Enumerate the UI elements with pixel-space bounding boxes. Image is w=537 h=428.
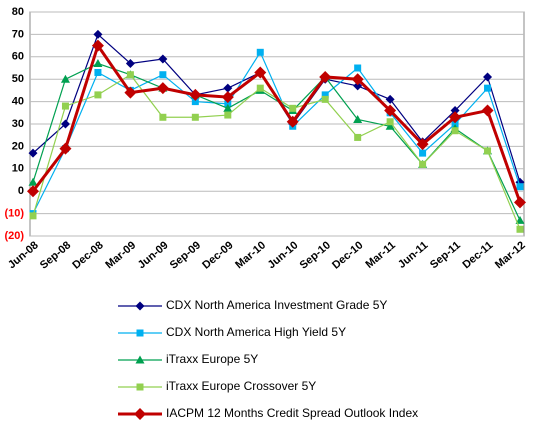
point <box>419 149 427 157</box>
point <box>385 121 395 130</box>
legend-label: iTraxx Europe Crossover 5Y <box>166 379 316 393</box>
y-tick-label: 70 <box>12 28 24 40</box>
y-tick-label: 10 <box>12 163 24 175</box>
y-tick-label: 20 <box>12 140 24 152</box>
x-tick-label: Dec-10 <box>330 239 365 271</box>
point <box>191 98 199 106</box>
point <box>386 118 394 126</box>
x-tick-label: Jun-09 <box>136 239 171 271</box>
point <box>94 91 102 99</box>
point <box>484 147 492 155</box>
point <box>224 111 232 119</box>
point <box>60 119 70 129</box>
x-tick-label: Mar-10 <box>233 239 268 271</box>
series-line <box>31 42 522 203</box>
point <box>353 81 363 91</box>
legend-marker <box>135 355 145 364</box>
point <box>419 160 427 168</box>
legend-label: iTraxx Europe 5Y <box>166 352 258 366</box>
point <box>191 113 199 121</box>
x-tick-label: Jun-11 <box>396 239 430 271</box>
x-tick-label: Dec-11 <box>460 239 495 271</box>
point <box>189 88 202 101</box>
point <box>28 177 38 186</box>
legend-marker <box>134 408 146 420</box>
point <box>156 82 169 95</box>
point <box>515 215 525 224</box>
x-tick-label: Dec-08 <box>70 239 105 271</box>
point <box>384 104 397 117</box>
y-tick-label: 80 <box>12 6 24 18</box>
point <box>516 225 524 233</box>
point <box>94 68 102 76</box>
point <box>91 39 104 52</box>
point <box>256 48 264 56</box>
point <box>254 66 267 79</box>
y-tick-label: 60 <box>12 51 24 63</box>
point <box>159 71 167 79</box>
point <box>59 142 72 155</box>
point <box>354 133 362 141</box>
x-tick-label: Dec-09 <box>200 239 235 271</box>
legend-marker <box>135 301 145 311</box>
x-tick-label: Sep-11 <box>428 239 463 271</box>
legend-label: CDX North America High Yield 5Y <box>166 325 346 339</box>
legend-marker <box>136 383 144 391</box>
point <box>516 183 524 191</box>
point <box>124 86 137 99</box>
point <box>449 111 462 124</box>
point <box>27 185 39 198</box>
point <box>221 91 234 104</box>
x-tick-label: Mar-11 <box>364 239 398 271</box>
point <box>93 29 103 39</box>
series-line <box>32 51 521 214</box>
x-tick-label: Mar-12 <box>493 239 528 271</box>
point <box>354 64 362 72</box>
legend-label: CDX North America Investment Grade 5Y <box>166 298 387 312</box>
y-tick-label: 30 <box>12 118 24 130</box>
y-tick-label: 50 <box>12 73 24 85</box>
point <box>481 104 494 117</box>
point <box>416 138 429 151</box>
y-tick-label: (10) <box>4 208 24 220</box>
y-tick-label: (20) <box>4 230 24 242</box>
point <box>514 196 526 209</box>
point <box>159 113 167 121</box>
point <box>126 71 134 79</box>
point <box>451 127 459 135</box>
x-tick-label: Mar-09 <box>103 239 138 271</box>
x-tick-label: Sep-08 <box>38 239 73 271</box>
point <box>351 73 364 86</box>
point <box>321 91 329 99</box>
point <box>223 83 233 93</box>
point <box>484 84 492 92</box>
point <box>321 95 329 103</box>
point <box>450 106 460 116</box>
point <box>61 102 69 110</box>
point <box>28 148 38 158</box>
point <box>125 59 135 69</box>
legend-label: IACPM 12 Months Credit Spread Outlook In… <box>166 406 418 420</box>
point <box>353 115 363 124</box>
point <box>289 104 297 112</box>
x-tick-label: Sep-09 <box>168 239 203 271</box>
point <box>319 70 332 83</box>
point <box>385 94 395 104</box>
x-tick-label: Jun-10 <box>266 239 301 271</box>
x-tick-label: Sep-10 <box>298 239 333 271</box>
legend-marker <box>136 329 144 337</box>
point <box>29 212 37 220</box>
point <box>256 84 264 92</box>
x-tick-label: Jun-08 <box>6 239 41 271</box>
point <box>158 54 168 64</box>
y-tick-label: 0 <box>18 185 24 197</box>
point <box>483 72 493 82</box>
point <box>286 115 299 128</box>
point <box>93 59 103 68</box>
y-tick-label: 40 <box>12 96 24 108</box>
point <box>60 74 70 83</box>
point <box>223 103 233 112</box>
